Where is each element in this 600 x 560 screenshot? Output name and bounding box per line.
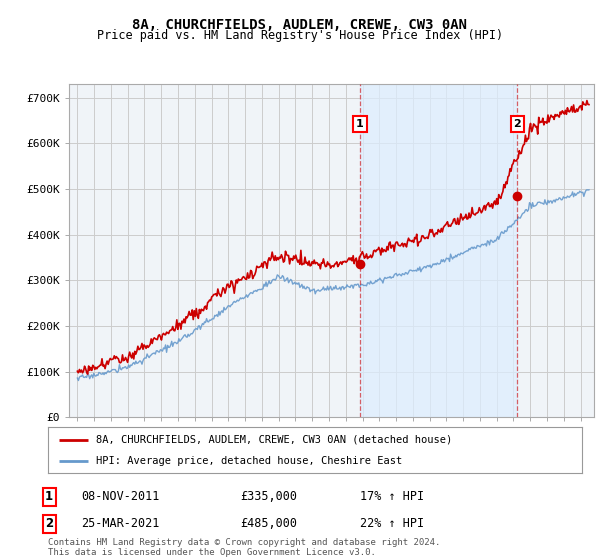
Text: Price paid vs. HM Land Registry's House Price Index (HPI): Price paid vs. HM Land Registry's House … (97, 29, 503, 42)
Text: 22% ↑ HPI: 22% ↑ HPI (360, 517, 424, 530)
Text: £335,000: £335,000 (240, 490, 297, 503)
Text: 17% ↑ HPI: 17% ↑ HPI (360, 490, 424, 503)
Text: Contains HM Land Registry data © Crown copyright and database right 2024.
This d: Contains HM Land Registry data © Crown c… (48, 538, 440, 557)
Text: 25-MAR-2021: 25-MAR-2021 (81, 517, 160, 530)
Text: 08-NOV-2011: 08-NOV-2011 (81, 490, 160, 503)
Text: 1: 1 (356, 119, 364, 129)
Text: 1: 1 (45, 490, 53, 503)
Bar (360, 84, 517, 417)
Text: 2: 2 (45, 517, 53, 530)
Text: 8A, CHURCHFIELDS, AUDLEM, CREWE, CW3 0AN (detached house): 8A, CHURCHFIELDS, AUDLEM, CREWE, CW3 0AN… (96, 435, 452, 445)
Text: 8A, CHURCHFIELDS, AUDLEM, CREWE, CW3 0AN: 8A, CHURCHFIELDS, AUDLEM, CREWE, CW3 0AN (133, 18, 467, 32)
Text: HPI: Average price, detached house, Cheshire East: HPI: Average price, detached house, Ches… (96, 456, 403, 466)
Text: £485,000: £485,000 (240, 517, 297, 530)
Text: 2: 2 (514, 119, 521, 129)
